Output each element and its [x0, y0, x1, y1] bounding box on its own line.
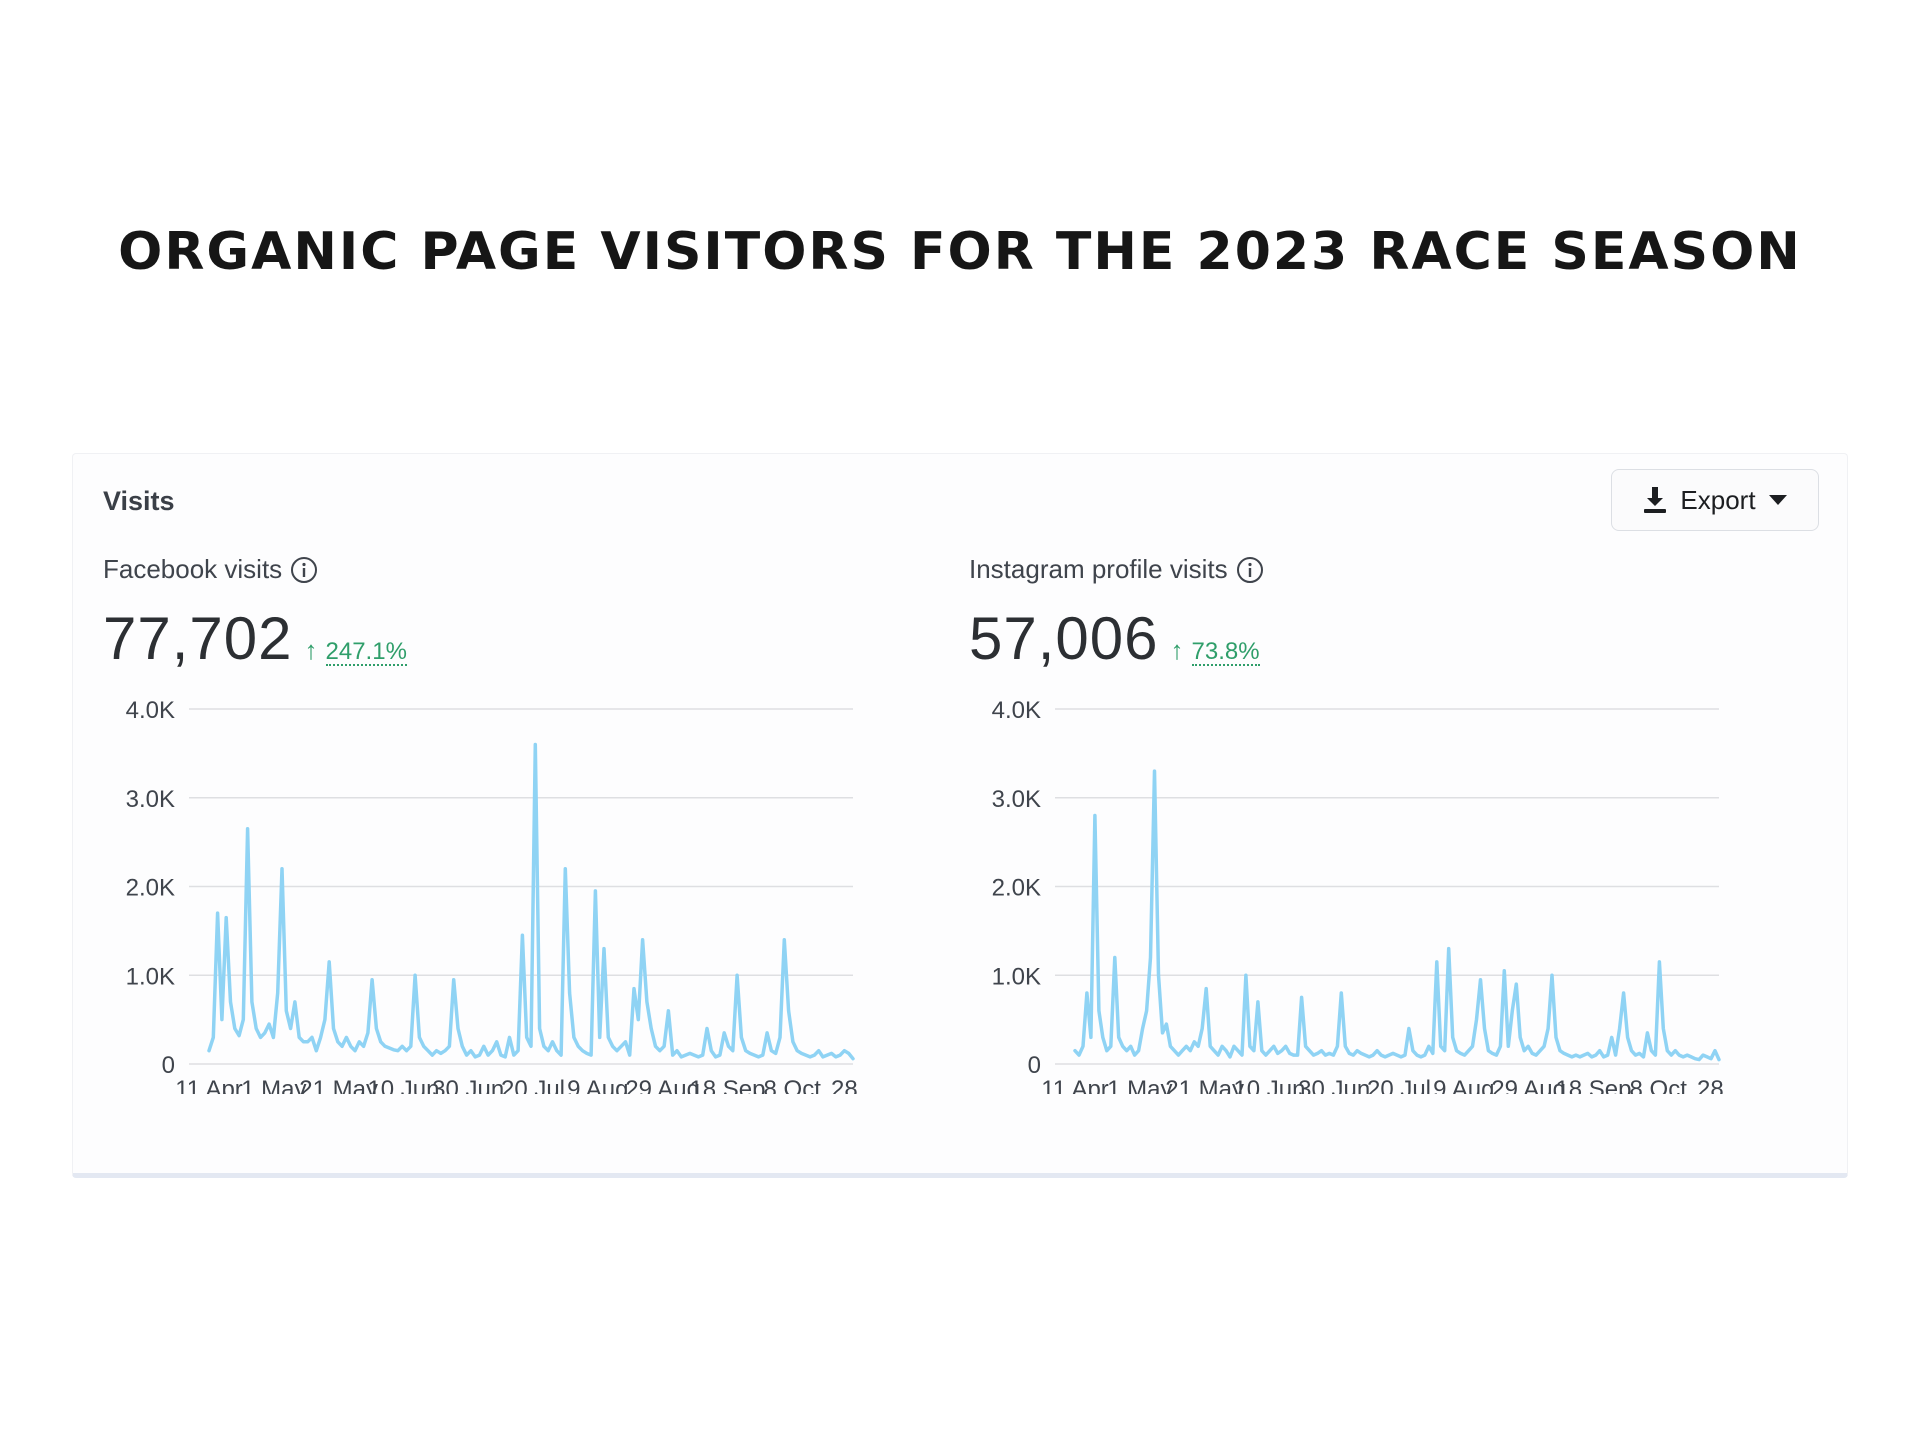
y-tick-label: 4.0K — [126, 697, 175, 724]
y-tick-label: 2.0K — [992, 875, 1041, 902]
x-tick-label: 30 Jun — [1298, 1076, 1370, 1094]
x-tick-label: 30 Jun — [432, 1076, 504, 1094]
x-tick-label: 11 Apr — [1041, 1076, 1109, 1094]
series-line — [1073, 769, 1721, 1062]
export-label: Export — [1680, 484, 1756, 515]
facebook-visits-label: Facebook visits — [103, 554, 283, 584]
facebook-metric: Facebook visits 77,702 ↑ 247.1% 0 1.0K 2.0… — [103, 454, 863, 1144]
x-tick-label: 28 O — [831, 1076, 863, 1094]
arrow-up-icon: ↑ — [304, 635, 318, 665]
visits-panel: Visits Export Facebook visits 77,702 ↑ 2… — [72, 453, 1848, 1178]
x-tick-label: 29 Aug — [625, 1076, 700, 1094]
y-tick-label: 3.0K — [992, 786, 1041, 813]
x-tick-label: 20 Jul — [1367, 1076, 1431, 1094]
instagram-metric: Instagram profile visits 57,006 ↑ 73.8% … — [969, 454, 1729, 1144]
export-button[interactable]: Export — [1611, 469, 1819, 531]
x-tick-label: 8 Oct — [1630, 1076, 1688, 1094]
caret-down-icon — [1768, 493, 1788, 507]
x-tick-label: 18 Sep — [689, 1076, 765, 1094]
y-tick-label: 3.0K — [126, 786, 175, 813]
y-tick-label: 0 — [162, 1052, 175, 1079]
x-tick-label: 1 May — [241, 1076, 306, 1094]
x-tick-label: 20 Jul — [501, 1076, 565, 1094]
x-tick-label: 10 Jun — [367, 1076, 439, 1094]
y-tick-label: 4.0K — [992, 697, 1041, 724]
y-tick-label: 1.0K — [126, 963, 175, 990]
x-tick-label: 11 Apr — [175, 1076, 243, 1094]
download-icon — [1642, 485, 1668, 515]
x-tick-label: 10 Jun — [1233, 1076, 1305, 1094]
arrow-up-icon: ↑ — [1170, 635, 1184, 665]
x-tick-label: 8 Oct — [764, 1076, 822, 1094]
instagram-visits-change: ↑ 73.8% — [1170, 635, 1260, 667]
info-icon[interactable] — [290, 556, 318, 584]
info-icon[interactable] — [1236, 556, 1264, 584]
y-tick-label: 2.0K — [126, 875, 175, 902]
series-line — [207, 742, 855, 1061]
page-title: ORGANIC PAGE VISITORS FOR THE 2023 RACE … — [118, 222, 1802, 282]
instagram-visits-value: 57,006 — [969, 605, 1159, 672]
x-tick-label: 21 May — [1165, 1076, 1244, 1094]
panel-heading: Visits — [103, 486, 175, 516]
instagram-visits-label: Instagram profile visits — [969, 554, 1228, 584]
instagram-change-percent[interactable]: 73.8% — [1191, 638, 1260, 667]
y-tick-label: 0 — [1028, 1052, 1041, 1079]
x-tick-label: 21 May — [299, 1076, 378, 1094]
facebook-visits-value: 77,702 — [103, 605, 293, 672]
facebook-visits-change: ↑ 247.1% — [304, 635, 407, 667]
x-tick-label: 9 Aug — [567, 1076, 628, 1094]
facebook-change-percent[interactable]: 247.1% — [325, 638, 407, 667]
x-tick-label: 1 May — [1107, 1076, 1172, 1094]
x-tick-label: 18 Sep — [1555, 1076, 1631, 1094]
x-tick-label: 9 Aug — [1433, 1076, 1494, 1094]
x-tick-label: 29 Aug — [1491, 1076, 1566, 1094]
y-tick-label: 1.0K — [992, 963, 1041, 990]
x-tick-label: 28 O — [1697, 1076, 1729, 1094]
